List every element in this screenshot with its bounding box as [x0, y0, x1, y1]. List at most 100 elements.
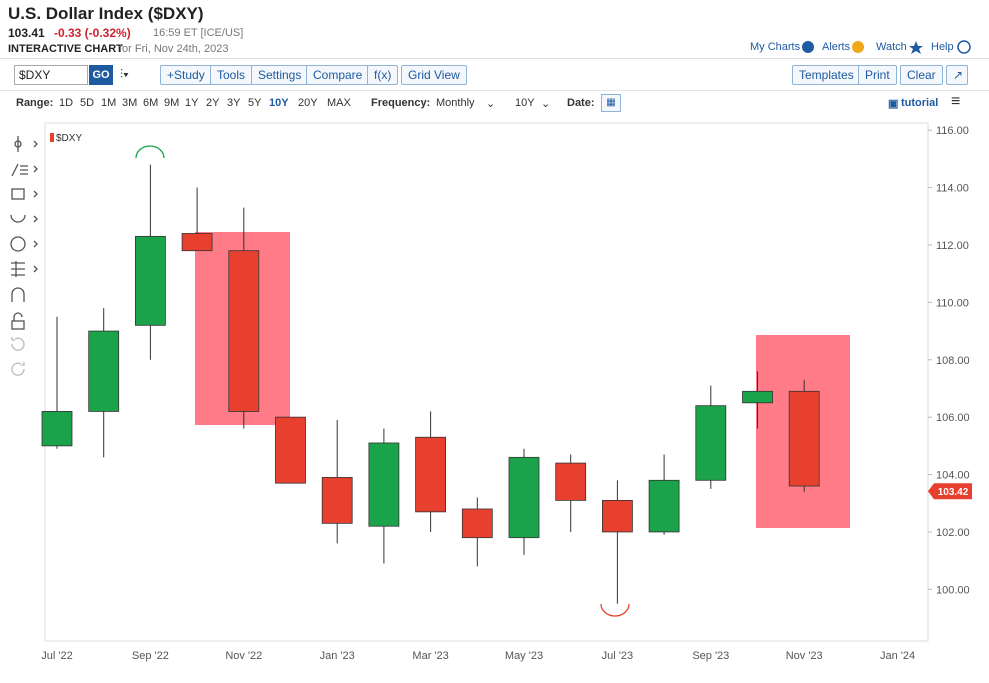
range-option[interactable]: 1M — [101, 97, 117, 109]
range-option[interactable]: 6M — [143, 97, 159, 109]
toolbar-button[interactable]: Clear — [900, 65, 943, 85]
range-label: Range: — [16, 97, 54, 109]
range-option[interactable]: 3Y — [227, 97, 241, 109]
tool-icon[interactable] — [10, 236, 38, 252]
link[interactable]: My Charts — [750, 41, 801, 53]
range-option[interactable]: 20Y — [298, 97, 318, 109]
alert-icon — [852, 41, 864, 53]
frequency-label: Frequency: — [371, 97, 431, 109]
x-tick-label: Nov '23 — [786, 650, 823, 662]
range-option[interactable]: 1Y — [185, 97, 199, 109]
tool-icon[interactable] — [11, 163, 38, 177]
plus-icon — [802, 41, 814, 53]
range-option[interactable]: 3M — [122, 97, 138, 109]
y-tick-label: 102.00 — [936, 527, 970, 539]
draw-button[interactable]: ↗ — [946, 65, 968, 85]
help-icon — [957, 40, 971, 54]
tool-icon[interactable] — [11, 337, 25, 351]
y-tick-label: 104.00 — [936, 470, 970, 482]
y-tick-label: 100.00 — [936, 584, 970, 596]
x-tick-label: May '23 — [505, 650, 543, 662]
period-select[interactable]: 10Y — [515, 97, 535, 109]
tool-icon[interactable] — [10, 214, 38, 223]
link[interactable]: Help — [931, 41, 954, 53]
candle-body — [648, 479, 680, 533]
chart-type-icon[interactable]: ⫶▾ — [120, 67, 129, 81]
chart-label: INTERACTIVE CHART — [8, 43, 123, 55]
frequency-select[interactable]: Monthly — [436, 97, 475, 109]
candle-body — [181, 233, 213, 252]
date-picker[interactable]: ▦ — [601, 94, 621, 112]
toolbar-button[interactable]: Templates — [792, 65, 861, 85]
tool-icon[interactable] — [11, 362, 25, 376]
toolbar-button[interactable]: Settings — [251, 65, 309, 85]
candle-body — [602, 499, 633, 533]
quote-time: 16:59 ET [ICE/US] — [153, 27, 244, 39]
divider — [0, 90, 989, 91]
candle-body — [275, 416, 306, 484]
price-change: -0.33 (-0.32%) — [54, 26, 131, 40]
y-tick-label: 112.00 — [936, 240, 969, 252]
y-tick-label: 108.00 — [936, 355, 970, 367]
divider — [0, 58, 989, 59]
last-price-tag — [928, 483, 972, 500]
range-option[interactable]: MAX — [327, 97, 351, 109]
tool-icon[interactable] — [11, 261, 38, 277]
range-option[interactable]: 9M — [164, 97, 180, 109]
tool-icon[interactable] — [11, 287, 25, 302]
toolbar-button[interactable]: Tools — [210, 65, 253, 85]
x-tick-label: Sep '23 — [692, 650, 729, 662]
y-tick-label: 116.00 — [936, 125, 969, 137]
x-tick-label: Jan '24 — [880, 650, 915, 662]
price: 103.41 — [8, 26, 45, 40]
candle-body — [134, 235, 166, 326]
chevron: ⌄ — [541, 98, 551, 110]
chart-date: for Fri, Nov 24th, 2023 — [119, 43, 229, 55]
toolbar-button[interactable]: +Study — [160, 65, 212, 85]
tool-icon[interactable] — [11, 312, 25, 330]
page-title: U.S. Dollar Index ($DXY) — [8, 4, 204, 23]
tool-icon[interactable] — [11, 188, 38, 200]
tool-icons — [10, 136, 38, 376]
link-icons — [802, 40, 971, 54]
y-tick-label: 114.00 — [936, 183, 969, 195]
tool-icon[interactable] — [14, 136, 38, 152]
chevron: ⌄ — [486, 98, 496, 110]
candle-body — [88, 330, 120, 412]
date-label: Date: — [567, 97, 595, 109]
candle-body — [228, 250, 260, 412]
toolbar-button[interactable]: Compare — [306, 65, 370, 85]
link[interactable]: Watch — [876, 41, 907, 53]
candle-body — [788, 390, 820, 487]
toolbar-button[interactable]: Grid View — [401, 65, 467, 85]
x-tick-label: Jul '22 — [41, 650, 72, 662]
range-option[interactable]: 2Y — [206, 97, 220, 109]
y-tick-label: 110.00 — [936, 297, 969, 309]
star-icon — [909, 41, 923, 54]
symbol-input[interactable]: $DXY — [14, 65, 88, 85]
x-tick-label: Nov '22 — [225, 650, 262, 662]
go-button[interactable]: GO — [89, 65, 113, 85]
candle-body — [508, 456, 540, 539]
candle-body — [415, 436, 447, 513]
range-option[interactable]: 1D — [59, 97, 74, 109]
menu-icon[interactable]: ≡ — [951, 93, 961, 110]
candle-body — [461, 508, 493, 539]
peak-arc — [135, 145, 165, 159]
x-tick-label: Sep '22 — [132, 650, 169, 662]
candle-body — [41, 411, 73, 447]
toolbar-button[interactable]: f(x) — [367, 65, 399, 85]
range-option[interactable]: 5D — [80, 97, 95, 109]
last-price-label: 103.42 — [938, 487, 969, 498]
chart: 100.00 102.00 104.00 106.00 108.00 110.00 112.… — [41, 122, 972, 662]
trough-arc — [600, 603, 630, 617]
plot-frame — [44, 122, 929, 642]
range-option[interactable]: 5Y — [248, 97, 262, 109]
toolbar-button[interactable]: Print — [858, 65, 897, 85]
range-option[interactable]: 10Y — [269, 97, 289, 109]
candle-body — [742, 390, 773, 404]
tutorial-link[interactable]: tutorial — [901, 97, 939, 109]
link[interactable]: Alerts — [822, 41, 851, 53]
